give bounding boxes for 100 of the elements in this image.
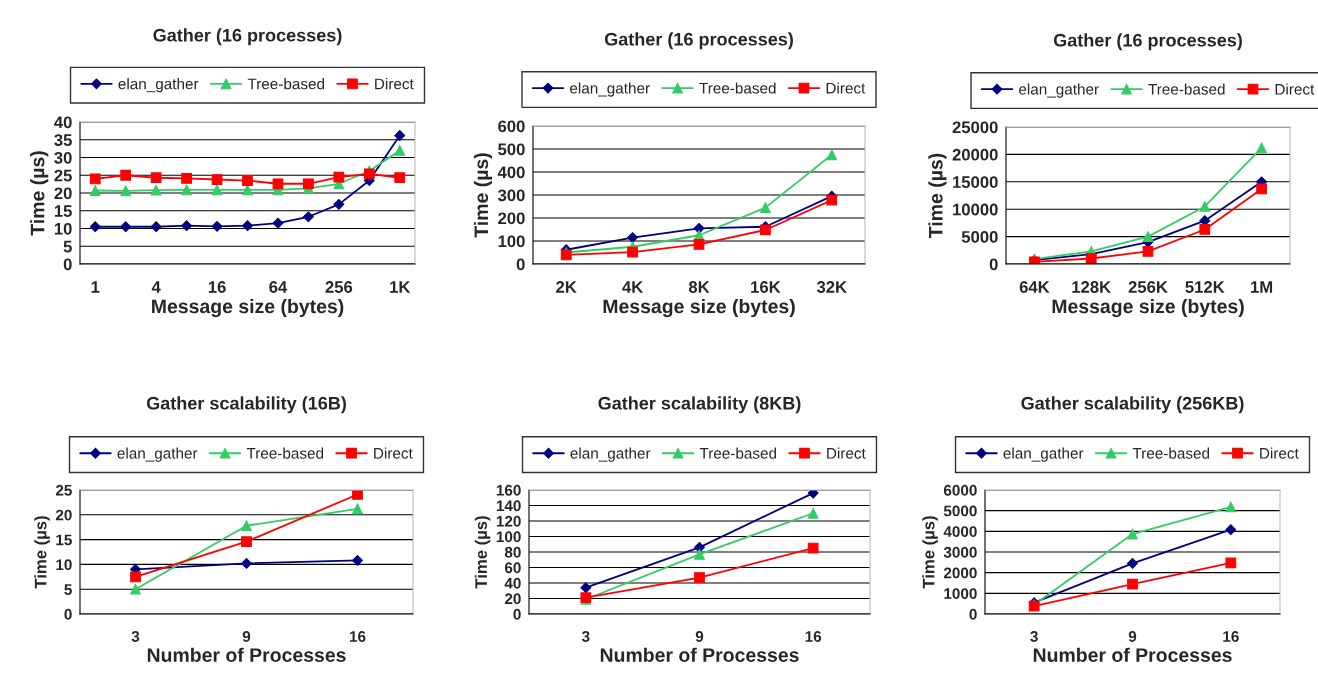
legend-label: elan_gather xyxy=(1003,447,1084,462)
legend-label: Tree-based xyxy=(246,447,324,459)
x-axis-title: Number of Processes xyxy=(147,647,346,662)
y-tick-label: 6000 xyxy=(943,484,977,496)
y-axis-title: Time (µs) xyxy=(34,516,50,589)
y-tick-label: 100 xyxy=(496,531,521,543)
y-tick-label: 200 xyxy=(498,212,525,225)
legend-label: Tree-based xyxy=(699,82,776,94)
legend-label: elan_gather xyxy=(570,82,650,97)
y-tick-label: 0 xyxy=(969,608,977,620)
y-tick-label: 100 xyxy=(498,235,525,248)
y-tick-label: 3000 xyxy=(943,546,977,558)
x-axis-title: Message size (bytes) xyxy=(1052,298,1244,318)
y-tick-label: 2000 xyxy=(943,567,977,579)
chart-title: Gather scalability (8KB) xyxy=(598,396,801,414)
y-tick-label: 300 xyxy=(497,189,525,202)
y-tick-label: 10000 xyxy=(953,203,998,216)
x-tick-label: 1K xyxy=(390,281,411,293)
y-tick-label: 30 xyxy=(54,151,72,164)
x-tick-label: 16 xyxy=(805,631,822,642)
x-tick-label: 64K xyxy=(1019,281,1050,293)
x-axis-title: Message size (bytes) xyxy=(603,298,795,318)
legend-label: Direct xyxy=(826,82,866,94)
y-tick-label: 15 xyxy=(56,534,72,546)
legend-label: Direct xyxy=(1260,447,1299,459)
chart-title: Gather (16 processes) xyxy=(604,32,793,50)
y-tick-label: 0 xyxy=(989,258,998,271)
y-tick-label: 15 xyxy=(54,205,72,217)
y-axis-title: Time (µs) xyxy=(473,153,492,238)
legend-label: Direct xyxy=(375,78,414,90)
y-tick-label: 10 xyxy=(54,222,72,235)
y-tick-label: 60 xyxy=(504,562,521,574)
y-tick-label: 40 xyxy=(54,116,72,129)
y-tick-label: 1000 xyxy=(944,588,977,600)
legend-label: elan_gather xyxy=(1019,83,1099,98)
legend-label: Tree-based xyxy=(1132,447,1210,459)
y-tick-label: 20 xyxy=(504,593,521,605)
y-tick-label: 15000 xyxy=(953,176,998,188)
y-tick-label: 5000 xyxy=(943,505,977,517)
y-tick-label: 80 xyxy=(504,546,521,558)
x-tick-label: 16 xyxy=(349,631,366,642)
y-tick-label: 25000 xyxy=(952,121,998,134)
y-tick-label: 5 xyxy=(64,584,72,595)
chart-title: Gather (16 processes) xyxy=(1053,33,1242,51)
x-tick-label: 512K xyxy=(1185,281,1225,293)
y-tick-label: 20 xyxy=(55,509,72,521)
chart-title: Gather scalability (16B) xyxy=(146,396,346,414)
x-tick-label: 32K xyxy=(816,281,847,293)
x-tick-label: 128K xyxy=(1072,281,1111,293)
x-tick-label: 3 xyxy=(581,631,590,642)
y-tick-label: 4000 xyxy=(943,526,977,538)
x-tick-label: 16 xyxy=(208,281,226,293)
y-tick-label: 0 xyxy=(513,608,521,620)
y-tick-label: 5 xyxy=(63,240,72,253)
y-tick-label: 120 xyxy=(496,515,521,527)
legend-label: Direct xyxy=(374,447,413,459)
y-tick-label: 25 xyxy=(55,484,72,496)
chart-title: Gather scalability (256KB) xyxy=(1021,396,1244,414)
y-axis-title: Time (µs) xyxy=(922,516,938,589)
x-axis-title: Number of Processes xyxy=(600,647,799,662)
y-tick-label: 140 xyxy=(496,500,521,512)
legend-label: Direct xyxy=(827,447,866,459)
x-tick-label: 9 xyxy=(695,631,704,642)
y-axis-title: Time (µs) xyxy=(928,153,947,238)
y-axis-title: Time (µs) xyxy=(30,151,49,236)
x-tick-label: 64 xyxy=(269,281,288,293)
y-tick-label: 0 xyxy=(64,608,72,620)
x-tick-label: 4K xyxy=(622,281,644,293)
y-tick-label: 0 xyxy=(63,258,72,271)
legend-label: Tree-based xyxy=(247,78,325,90)
legend-label: Tree-based xyxy=(1148,83,1225,95)
x-tick-label: 256 xyxy=(325,281,353,293)
y-tick-label: 160 xyxy=(496,484,521,496)
chart-title: Gather (16 processes) xyxy=(153,28,342,46)
x-axis-title: Number of Processes xyxy=(1033,647,1232,662)
legend-label: elan_gather xyxy=(118,78,199,93)
legend-label: Direct xyxy=(1275,83,1315,95)
y-tick-label: 500 xyxy=(498,143,525,156)
legend-label: elan_gather xyxy=(117,447,198,462)
x-tick-label: 9 xyxy=(242,631,251,642)
y-tick-label: 20000 xyxy=(952,148,998,161)
x-tick-label: 2K xyxy=(556,281,577,293)
x-tick-label: 1 xyxy=(91,281,100,293)
y-tick-label: 10 xyxy=(56,559,72,571)
x-tick-label: 16K xyxy=(751,281,781,293)
x-tick-label: 3 xyxy=(131,631,140,642)
y-tick-label: 20 xyxy=(54,187,72,200)
y-tick-label: 600 xyxy=(498,120,525,133)
y-tick-label: 25 xyxy=(54,169,72,182)
y-axis-title: Time (µs) xyxy=(474,516,491,589)
x-tick-label: 256K xyxy=(1128,281,1168,293)
y-tick-label: 5000 xyxy=(961,231,998,243)
y-tick-label: 40 xyxy=(504,577,521,589)
x-tick-label: 9 xyxy=(1128,631,1137,642)
y-tick-label: 400 xyxy=(497,166,525,179)
x-tick-label: 3 xyxy=(1030,631,1038,642)
x-tick-label: 1M xyxy=(1251,281,1273,293)
y-tick-label: 0 xyxy=(516,258,525,271)
x-tick-label: 8K xyxy=(688,281,710,293)
x-tick-label: 4 xyxy=(151,281,161,293)
